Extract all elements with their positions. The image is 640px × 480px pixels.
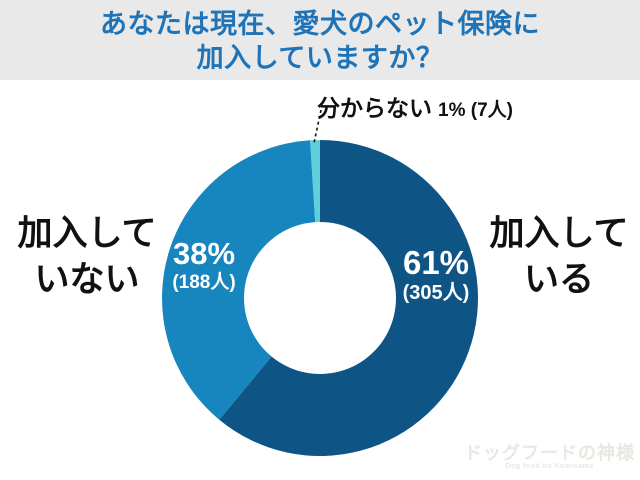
watermark-logo: ドッグフードの神様 Dog food no Kamisama [464,443,635,471]
callout-enrolled: 加入して いる [474,211,640,303]
donut-slice-0 [219,140,479,456]
slice-count-enrolled: (305人) [402,282,470,304]
donut-slice-2 [310,140,320,223]
callout-not-enrolled: 加入して いない [2,211,172,303]
chart-title-line2: 加入していますか？ [196,43,444,73]
callout-dont-know: 分からない 1% (7人) [317,89,513,123]
callout-dont-know-label: 分からない [317,95,432,121]
donut-slices [162,140,479,456]
chart-title-line1: あなたは現在、愛犬のペット保険に [100,9,540,39]
callout-dont-know-value: 1% (7人) [438,100,513,121]
callout-enrolled-line1: 加入して [489,214,629,253]
donut-slice-1 [162,140,316,420]
callout-not-enrolled-line2: いない [34,260,140,299]
header-band: あなたは現在、愛犬のペット保険に 加入していますか？ [0,0,640,80]
watermark-logo-subtext: Dog food no Kamisama [505,463,594,470]
slice-percent-not-enrolled: 38% [172,236,236,271]
callout-not-enrolled-line1: 加入して [17,214,157,253]
slice-percent-enrolled: 61% [402,244,470,281]
callout-enrolled-line2: いる [523,260,594,299]
watermark-logo-text: ドッグフードの神様 [464,443,635,463]
slice-value-enrolled: 61% (305人) [403,246,470,305]
slice-value-not-enrolled: 38% (188人) [172,236,236,294]
slice-count-not-enrolled: (188人) [172,272,236,293]
